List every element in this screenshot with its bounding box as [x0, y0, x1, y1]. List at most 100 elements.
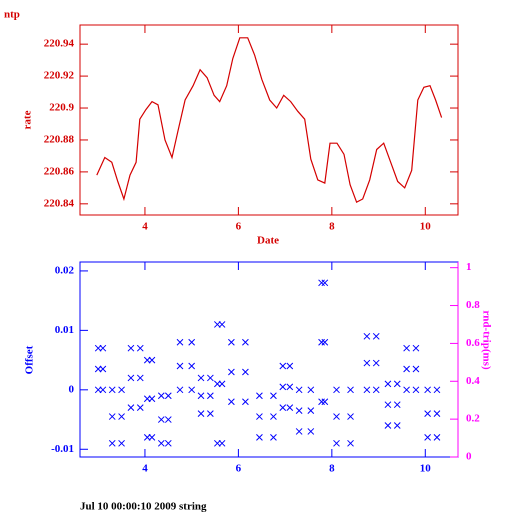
plot-frame: [79, 261, 459, 458]
data-point: [433, 386, 441, 394]
data-point: [99, 365, 107, 373]
data-point: [318, 279, 325, 287]
x-tick-label: 6: [236, 221, 242, 233]
data-point: [157, 439, 165, 447]
x-tick-label: 8: [329, 221, 335, 233]
data-line: [96, 37, 443, 204]
x-tick-label: 4: [142, 463, 148, 475]
data-point: [393, 422, 401, 429]
y-tick-label: 220.88: [44, 133, 75, 145]
y-tick-label: 220.92: [44, 70, 75, 82]
y2-tick-label: 0.4: [466, 375, 480, 387]
data-point: [372, 386, 380, 394]
data-point: [363, 332, 371, 340]
data-point: [108, 386, 116, 394]
data-point: [318, 338, 325, 346]
data-point: [347, 439, 354, 447]
data-point: [333, 439, 340, 447]
data-point: [157, 416, 165, 423]
footer: Jul 10 00:00:10 2009 string: [80, 501, 207, 512]
data-point: [424, 434, 431, 441]
x-tick-label: 4: [142, 221, 148, 233]
data-point: [307, 428, 315, 435]
data-point: [164, 439, 172, 447]
data-point: [403, 365, 410, 373]
x-tick-label: 10: [420, 463, 432, 475]
data-point: [424, 386, 431, 394]
data-point: [295, 407, 303, 414]
data-point: [384, 422, 392, 429]
data-point: [228, 338, 235, 346]
plot-frame: [79, 24, 459, 216]
data-point: [286, 404, 294, 412]
data-point: [164, 416, 172, 423]
data-point: [384, 401, 392, 409]
data-point: [148, 434, 156, 441]
data-point: [412, 386, 420, 394]
data-point: [433, 410, 441, 417]
data-point: [242, 368, 249, 376]
data-point: [393, 380, 401, 388]
data-point: [188, 338, 196, 346]
data-point: [218, 439, 226, 447]
data-point: [108, 413, 116, 420]
data-point: [363, 386, 371, 394]
data-point: [136, 374, 144, 382]
data-point: [347, 386, 354, 394]
data-point: [118, 439, 125, 447]
data-point: [197, 392, 205, 400]
data-point: [372, 332, 380, 340]
x-tick-label: 6: [236, 463, 242, 475]
data-point: [307, 407, 315, 414]
data-point: [148, 356, 156, 364]
y2-tick-label: 0.6: [466, 337, 480, 349]
data-point: [207, 392, 214, 400]
data-point: [99, 344, 107, 352]
y2-tick-label: 0.8: [466, 299, 480, 311]
data-point: [188, 362, 196, 370]
data-point: [286, 362, 294, 370]
data-point: [333, 386, 340, 394]
data-point: [424, 410, 431, 417]
x-tick-label: 10: [420, 221, 432, 233]
data-point: [242, 338, 249, 346]
data-point: [279, 383, 287, 391]
data-point: [197, 410, 205, 417]
data-point: [270, 413, 277, 420]
data-point: [256, 413, 263, 420]
data-point: [363, 359, 371, 367]
data-point: [127, 404, 135, 412]
data-point: [218, 380, 226, 388]
data-point: [279, 362, 287, 370]
y2-tick-label: 1: [466, 261, 472, 273]
data-point: [127, 344, 135, 352]
data-point: [197, 374, 205, 382]
data-point: [412, 365, 420, 373]
data-point: [256, 434, 263, 441]
y-tick-label: 220.84: [44, 197, 75, 209]
data-point: [307, 386, 315, 394]
data-point: [318, 398, 325, 406]
data-point: [108, 439, 116, 447]
data-point: [164, 392, 172, 400]
data-point: [333, 413, 340, 420]
data-point: [433, 434, 441, 441]
data-point: [372, 359, 380, 367]
y-tick-label: 220.9: [49, 102, 74, 114]
data-point: [393, 401, 401, 409]
y-axis-label: rate: [22, 110, 34, 129]
data-point: [295, 428, 303, 435]
data-point: [176, 362, 184, 370]
data-point: [412, 344, 420, 352]
data-point: [207, 374, 214, 382]
y-tick-label: 220.94: [44, 38, 75, 50]
data-point: [228, 398, 235, 406]
data-point: [157, 392, 165, 400]
y2-tick-label: 0: [466, 451, 472, 463]
data-point: [136, 344, 144, 352]
data-point: [403, 344, 410, 352]
data-point: [270, 392, 277, 400]
y-tick-label: -0.01: [51, 443, 74, 455]
data-point: [279, 404, 287, 412]
